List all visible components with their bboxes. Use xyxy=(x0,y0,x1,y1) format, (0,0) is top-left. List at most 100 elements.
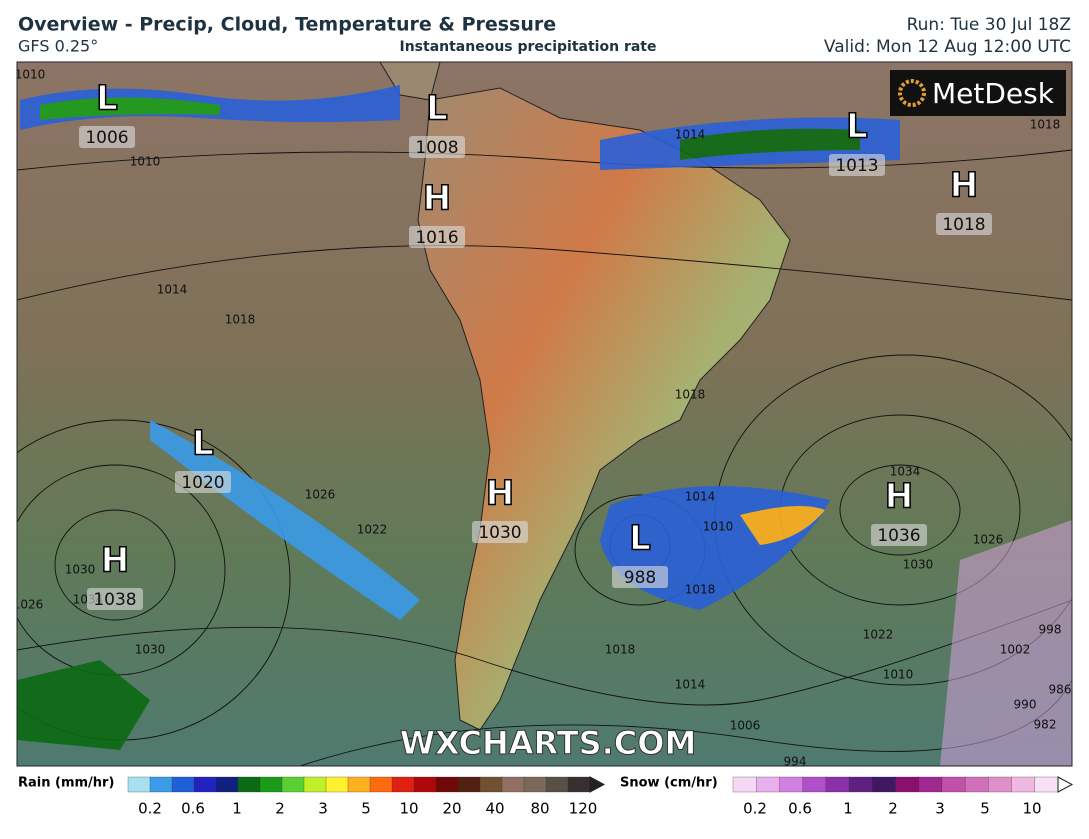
isobar-label: 1014 xyxy=(157,283,188,297)
isobar-label: 1026 xyxy=(305,488,336,502)
brand-box xyxy=(890,70,1066,116)
snow-legend-title: Snow (cm/hr) xyxy=(620,776,718,791)
snow-swatch xyxy=(1011,776,1036,793)
snow-swatch xyxy=(964,776,990,793)
rain-swatch xyxy=(149,776,173,793)
rain-tick-label: 5 xyxy=(361,800,371,818)
rain-swatch xyxy=(303,776,327,793)
rain-swatch xyxy=(391,776,415,793)
center-symbol: L xyxy=(846,107,868,147)
snow-swatch xyxy=(895,776,920,793)
snow-swatch-arrow xyxy=(1057,776,1074,793)
center-value-box xyxy=(612,566,668,588)
isobar-label: 1026 xyxy=(973,533,1004,547)
isobar-label: 1026 xyxy=(13,598,44,612)
isobar-label: 982 xyxy=(1034,718,1057,732)
run-time: Run: Tue 30 Jul 18Z xyxy=(907,15,1071,35)
center-symbol: L xyxy=(426,89,448,129)
center-value-box xyxy=(175,471,231,493)
isobar-label: 1030 xyxy=(903,558,934,572)
snow-swatch xyxy=(941,776,966,793)
map: 1010 1010 1018 1014 1018 1014 1026 1022 1030 1034… xyxy=(13,62,1072,769)
center-value-box xyxy=(871,524,927,546)
isobar-label: 986 xyxy=(1049,683,1072,697)
center-value: 1038 xyxy=(93,590,136,610)
rain-swatch xyxy=(237,776,261,793)
snow-tick-label: 1 xyxy=(843,800,853,818)
isobar-label: 1030 xyxy=(65,563,96,577)
rain-legend-title: Rain (mm/hr) xyxy=(18,776,114,791)
isobar-label: 1022 xyxy=(357,523,388,537)
brand-logo xyxy=(898,79,926,107)
rain-swatch xyxy=(259,776,283,793)
isobar-label: 1034 xyxy=(890,465,921,479)
center-value: 988 xyxy=(624,568,656,588)
rain-tick-label: 3 xyxy=(318,800,328,818)
isobar-label: 1014 xyxy=(675,128,706,142)
center-symbol: H xyxy=(423,179,451,219)
center-symbol: H xyxy=(101,541,129,581)
snow-tick-label: 5 xyxy=(980,800,990,818)
snow-swatch xyxy=(918,776,943,793)
brand: MetDesk xyxy=(932,77,1055,110)
rain-swatch xyxy=(413,776,437,793)
rain-swatch xyxy=(479,776,503,793)
center-value: 1020 xyxy=(181,473,224,493)
snow-swatch xyxy=(779,776,804,793)
rain-swatch xyxy=(435,776,459,793)
model: GFS 0.25° xyxy=(18,37,98,56)
snow-tick-label: 10 xyxy=(1022,800,1041,818)
title: Overview - Precip, Cloud, Temperature & … xyxy=(18,14,556,36)
center-symbol: L xyxy=(192,424,214,464)
rain-swatch-arrow xyxy=(589,776,606,793)
rain-swatch xyxy=(523,776,547,793)
rain-tick-label: 10 xyxy=(399,800,418,818)
isobar-label: 1010 xyxy=(883,668,914,682)
isobar-label: 998 xyxy=(1039,623,1062,637)
rain-swatch xyxy=(171,776,195,793)
center-symbol: H xyxy=(486,474,514,514)
snow-swatch xyxy=(732,776,757,793)
center-value-box xyxy=(829,154,885,176)
center-value: 1018 xyxy=(942,215,985,235)
center-value-box xyxy=(472,521,528,543)
snow-tick-label: 3 xyxy=(935,800,945,818)
rain-swatch xyxy=(501,776,525,793)
isobar-label: 1014 xyxy=(675,678,706,692)
center-value-box xyxy=(79,126,135,148)
snow-swatch xyxy=(756,776,781,793)
center-value: 1006 xyxy=(85,128,128,148)
isobar-label: 1018 xyxy=(685,583,716,597)
center-symbol: L xyxy=(629,519,651,559)
center-value: 1013 xyxy=(835,156,878,176)
isobar-label: 1018 xyxy=(1030,118,1061,132)
isobar-label: 1006 xyxy=(730,719,761,733)
isobar-label: 1010 xyxy=(130,155,161,169)
snow-swatch xyxy=(872,776,897,793)
rain-tick-label: 1 xyxy=(232,800,242,818)
center-symbol: H xyxy=(885,477,913,517)
subtitle: Instantaneous precipitation rate xyxy=(400,39,657,55)
rain-tick-label: 0.2 xyxy=(138,800,162,818)
rain-swatch xyxy=(193,776,217,793)
center-value: 1036 xyxy=(877,526,920,546)
snow-swatch xyxy=(848,776,873,793)
snow-tick-label: 0.6 xyxy=(788,800,812,818)
rain-tick-label: 0.6 xyxy=(181,800,205,818)
valid-time: Valid: Mon 12 Aug 12:00 UTC xyxy=(824,37,1071,57)
center-value: 1030 xyxy=(478,523,521,543)
rain-swatch xyxy=(281,776,305,793)
isobar-label: 994 xyxy=(784,755,807,769)
isobar-label: 1002 xyxy=(1000,643,1031,657)
rain-swatch xyxy=(325,776,349,793)
center-symbol: L xyxy=(96,79,118,119)
rain-swatch xyxy=(457,776,481,793)
rain-swatch xyxy=(545,776,569,793)
rain-tick-label: 2 xyxy=(275,800,285,818)
snow-swatch xyxy=(802,776,827,793)
rain-swatch xyxy=(347,776,371,793)
precipitation xyxy=(17,85,1072,766)
isobar-label: 1010 xyxy=(15,68,46,82)
isobar-label: 990 xyxy=(1014,698,1037,712)
